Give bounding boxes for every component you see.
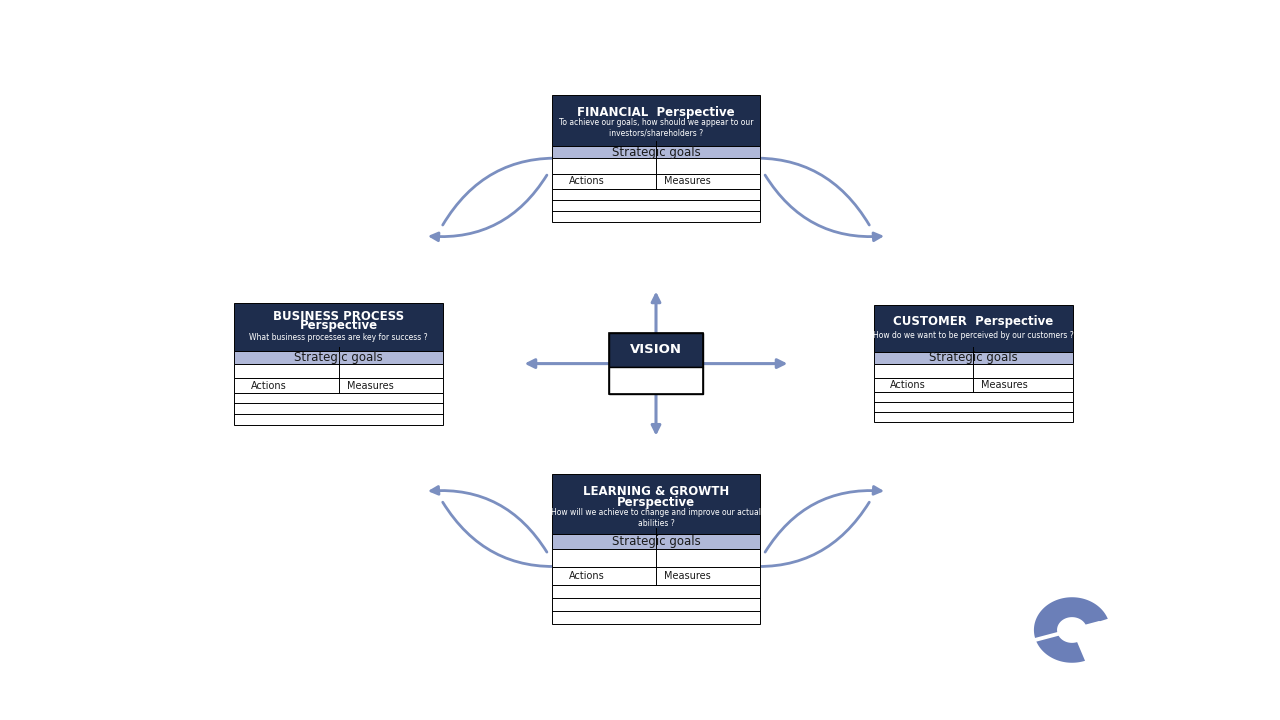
Text: How will we achieve to change and improve our actual
abilities ?: How will we achieve to change and improv… bbox=[550, 508, 762, 528]
FancyArrowPatch shape bbox=[765, 175, 881, 240]
Text: Actions: Actions bbox=[568, 571, 604, 581]
FancyArrowPatch shape bbox=[749, 503, 869, 570]
FancyBboxPatch shape bbox=[874, 352, 1073, 364]
FancyBboxPatch shape bbox=[552, 549, 760, 567]
Text: Actions: Actions bbox=[251, 381, 287, 390]
Text: Perspective: Perspective bbox=[300, 318, 378, 331]
FancyBboxPatch shape bbox=[552, 189, 760, 222]
FancyArrowPatch shape bbox=[431, 487, 547, 552]
FancyArrowPatch shape bbox=[749, 154, 869, 225]
FancyArrowPatch shape bbox=[765, 487, 881, 552]
FancyBboxPatch shape bbox=[552, 585, 760, 624]
FancyBboxPatch shape bbox=[874, 364, 1073, 377]
Text: CUSTOMER  Perspective: CUSTOMER Perspective bbox=[893, 315, 1053, 328]
FancyBboxPatch shape bbox=[234, 393, 443, 425]
FancyBboxPatch shape bbox=[609, 366, 703, 394]
Text: Measures: Measures bbox=[982, 379, 1028, 390]
FancyBboxPatch shape bbox=[552, 534, 760, 549]
FancyArrowPatch shape bbox=[443, 154, 563, 225]
Text: Measures: Measures bbox=[664, 176, 712, 186]
FancyBboxPatch shape bbox=[234, 364, 443, 378]
FancyBboxPatch shape bbox=[552, 174, 760, 189]
Text: Measures: Measures bbox=[664, 571, 712, 581]
Text: Strategic goals: Strategic goals bbox=[929, 351, 1018, 364]
FancyBboxPatch shape bbox=[552, 567, 760, 585]
FancyBboxPatch shape bbox=[552, 145, 760, 158]
FancyBboxPatch shape bbox=[874, 377, 1073, 392]
Text: Measures: Measures bbox=[347, 381, 394, 390]
Text: FINANCIAL  Perspective: FINANCIAL Perspective bbox=[577, 106, 735, 119]
Text: Actions: Actions bbox=[568, 176, 604, 186]
Text: What business processes are key for success ?: What business processes are key for succ… bbox=[250, 333, 428, 342]
Text: Strategic goals: Strategic goals bbox=[612, 536, 700, 549]
Text: How do we want to be perceived by our customers ?: How do we want to be perceived by our cu… bbox=[873, 331, 1074, 340]
Polygon shape bbox=[1034, 598, 1107, 662]
FancyBboxPatch shape bbox=[552, 474, 760, 534]
Text: VISION: VISION bbox=[630, 343, 682, 356]
Text: Actions: Actions bbox=[890, 379, 925, 390]
FancyBboxPatch shape bbox=[234, 302, 443, 351]
FancyBboxPatch shape bbox=[234, 351, 443, 364]
Text: LEARNING & GROWTH: LEARNING & GROWTH bbox=[582, 485, 730, 498]
FancyBboxPatch shape bbox=[552, 158, 760, 174]
FancyArrowPatch shape bbox=[431, 175, 547, 240]
Text: Strategic goals: Strategic goals bbox=[294, 351, 383, 364]
FancyBboxPatch shape bbox=[552, 95, 760, 145]
Text: To achieve our goals, how should we appear to our
investors/shareholders ?: To achieve our goals, how should we appe… bbox=[559, 118, 753, 138]
FancyArrowPatch shape bbox=[443, 503, 563, 570]
FancyBboxPatch shape bbox=[874, 392, 1073, 422]
Text: Strategic goals: Strategic goals bbox=[612, 145, 700, 158]
FancyBboxPatch shape bbox=[874, 305, 1073, 352]
FancyBboxPatch shape bbox=[609, 333, 703, 366]
Text: BUSINESS PROCESS: BUSINESS PROCESS bbox=[273, 310, 404, 323]
FancyBboxPatch shape bbox=[234, 378, 443, 393]
Text: Perspective: Perspective bbox=[617, 495, 695, 508]
